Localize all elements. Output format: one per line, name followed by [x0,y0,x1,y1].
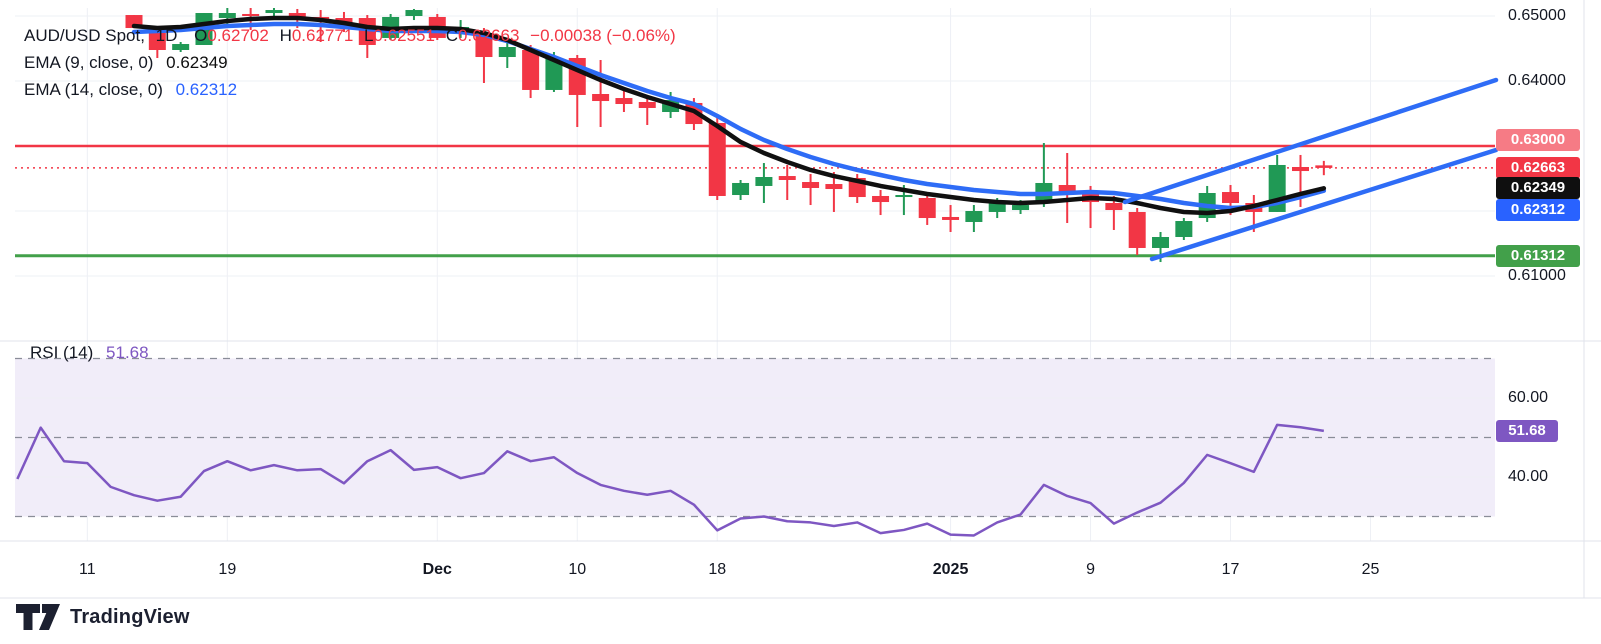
candle-down[interactable] [1292,166,1309,172]
candle-down[interactable] [1222,192,1240,204]
candle-down[interactable] [1105,203,1123,211]
candle-down[interactable] [148,28,166,50]
price-badge: 0.62349 [1496,177,1580,200]
ascending-channel-upper[interactable] [1122,77,1499,205]
candle-down[interactable] [592,94,610,102]
candle-down[interactable] [825,184,843,190]
ema14-name: EMA (14, close, 0) [24,80,163,99]
timeframe-label[interactable]: 1D [155,26,178,45]
candle-up[interactable] [755,177,773,186]
price-tick-label: 0.61000 [1508,267,1566,284]
ema9-legend-row[interactable]: EMA (9, close, 0) 0.62349 [24,53,228,73]
price-badge: 0.62663 [1496,156,1580,179]
candle-down[interactable] [942,216,960,220]
ema9-line[interactable] [131,15,1327,216]
candle-up[interactable] [895,195,913,198]
ema9-value: 0.62349 [166,53,228,72]
candle-up[interactable] [265,10,283,14]
candle-up[interactable] [988,203,1006,212]
high-value: 0.62771 [291,26,354,45]
time-tick-label[interactable]: 17 [1221,561,1240,578]
time-tick-label[interactable]: 18 [708,561,727,578]
candle-up[interactable] [172,44,190,50]
time-tick-label[interactable]: 2025 [932,561,969,578]
candle-down[interactable] [1315,165,1333,168]
candle-down[interactable] [638,101,656,108]
rsi-band [15,358,1495,517]
rsi-tick-label: 40.00 [1508,468,1549,485]
rsi-badge: 51.68 [1496,419,1558,442]
close-value: 0.62663 [457,26,520,45]
candle-up[interactable] [218,13,236,19]
candle-down[interactable] [778,176,796,180]
time-tick-label[interactable]: Dec [422,561,452,578]
candle-down[interactable] [1058,185,1076,193]
close-letter: C [445,26,458,45]
tradingview-logo-icon [16,604,60,630]
candle-down[interactable] [1128,211,1146,248]
candle-up[interactable] [1012,205,1030,211]
open-letter: O [194,26,208,45]
ascending-channel-lower[interactable] [1149,147,1499,262]
ema14-legend-row[interactable]: EMA (14, close, 0) 0.62312 [24,80,237,100]
tradingview-logo-text: TradingView [70,606,190,628]
time-tick-label[interactable]: 11 [79,561,96,578]
low-letter: L [364,26,374,45]
ema14-value: 0.62312 [175,80,238,99]
rsi-name: RSI (14) [30,343,94,362]
time-tick-label[interactable]: 9 [1086,561,1095,578]
candle-down[interactable] [475,34,493,58]
candle-down[interactable] [872,195,890,203]
ema9-name: EMA (9, close, 0) [24,53,154,72]
candle-up[interactable] [545,57,563,90]
rsi-tick-label: 60.00 [1508,389,1549,406]
symbol-name: AUD/USD Spot, [24,26,145,45]
tradingview-logo[interactable]: TradingView [16,604,190,631]
candle-down[interactable] [918,198,936,219]
low-value: 0.62551 [373,26,435,45]
candle-up[interactable] [498,47,516,58]
price-badge: 0.63000 [1496,129,1580,151]
price-tick-label: 0.65000 [1508,7,1566,24]
candle-down[interactable] [802,182,820,188]
candle-up[interactable] [1175,221,1193,237]
candle-up[interactable] [732,182,750,196]
candle-down[interactable] [288,13,306,17]
candle-up[interactable] [1152,237,1170,248]
candle-up[interactable] [405,10,423,16]
candle-down[interactable] [708,122,726,196]
high-letter: H [279,26,292,45]
open-value: 0.62702 [207,26,269,45]
candle-down[interactable] [615,98,633,105]
change-value: −0.00038 (−0.06%) [530,26,676,45]
candle-down[interactable] [242,13,260,16]
rsi-value: 51.68 [106,343,149,362]
price-badge: 0.61312 [1496,244,1580,267]
ema14-line[interactable] [131,21,1327,211]
rsi-line[interactable] [16,423,1325,537]
symbol-legend-row[interactable]: AUD/USD Spot, 1D O0.62702 H0.62771 L0.62… [24,26,676,46]
time-tick-label[interactable]: 19 [218,561,237,578]
candle-up[interactable] [965,211,983,222]
time-tick-label[interactable]: 10 [568,561,587,578]
candle-down[interactable] [522,49,540,90]
time-tick-label[interactable]: 25 [1361,561,1380,578]
price-tick-label: 0.64000 [1508,72,1566,89]
price-badge: 0.62312 [1496,198,1580,221]
rsi-legend-row[interactable]: RSI (14) 51.68 [30,343,149,363]
